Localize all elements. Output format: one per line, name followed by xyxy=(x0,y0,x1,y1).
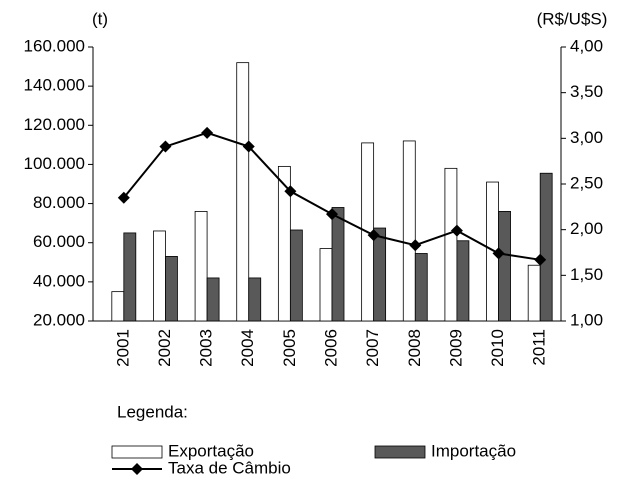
bar xyxy=(414,253,428,322)
x-tick-label: 2010 xyxy=(488,329,507,367)
bar xyxy=(123,232,137,322)
legend-label: Taxa de Câmbio xyxy=(168,458,291,477)
x-tick-label: 2008 xyxy=(405,329,424,367)
marker xyxy=(450,224,463,237)
bar xyxy=(373,227,387,322)
bar xyxy=(527,264,541,322)
x-tick-label: 2002 xyxy=(155,329,174,367)
y2-tick-label: 3,50 xyxy=(570,82,603,101)
marker xyxy=(492,247,505,260)
bar xyxy=(236,62,250,322)
bar xyxy=(194,210,208,322)
marker xyxy=(117,191,130,204)
legend-title: Legenda: xyxy=(117,402,188,421)
x-tick-label: 2001 xyxy=(113,329,132,367)
x-tick-label: 2007 xyxy=(363,329,382,367)
bar xyxy=(539,172,553,322)
legend-swatch xyxy=(374,445,426,459)
bar xyxy=(206,277,220,322)
bar xyxy=(319,248,333,322)
y-tick-label: 40.000 xyxy=(33,271,85,290)
y-tick-label: 80.000 xyxy=(33,193,85,212)
y-axis-label: (t) xyxy=(92,9,108,28)
y2-axis-label: (R$/U$S) xyxy=(537,9,608,28)
y-tick-label: 120.000 xyxy=(24,115,85,134)
y-tick-label: 20.000 xyxy=(33,310,85,329)
marker xyxy=(326,208,338,221)
y-tick-label: 160.000 xyxy=(24,36,85,55)
x-tick-label: 2009 xyxy=(446,329,465,367)
marker xyxy=(284,185,297,198)
x-tick-label: 2005 xyxy=(280,329,299,367)
y-tick-label: 60.000 xyxy=(33,232,85,251)
x-tick-label: 2006 xyxy=(321,329,340,367)
bar xyxy=(165,256,178,322)
bar xyxy=(248,277,262,322)
legend-label: Importação xyxy=(431,441,516,460)
y2-tick-label: 4,00 xyxy=(570,36,603,55)
y-tick-label: 140.000 xyxy=(24,76,85,95)
marker xyxy=(242,140,255,153)
bar xyxy=(111,291,125,322)
x-tick-label: 2004 xyxy=(238,329,257,367)
legend-marker xyxy=(131,463,143,475)
marker xyxy=(159,140,172,153)
marker xyxy=(409,239,422,252)
bar xyxy=(444,167,458,322)
marker xyxy=(367,229,380,242)
y2-tick-label: 3,00 xyxy=(570,128,603,147)
x-tick-label: 2003 xyxy=(197,329,216,367)
bar xyxy=(331,207,345,322)
bar xyxy=(456,240,470,322)
y2-tick-label: 1,50 xyxy=(570,265,603,284)
y-tick-label: 100.000 xyxy=(24,154,85,173)
legend-label: Exportação xyxy=(168,441,254,460)
bar xyxy=(153,230,166,322)
y2-tick-label: 1,00 xyxy=(570,310,603,329)
x-tick-label: 2011 xyxy=(530,329,549,366)
bar xyxy=(402,140,416,322)
bar xyxy=(498,210,511,322)
bar xyxy=(289,229,303,322)
marker xyxy=(201,126,214,139)
y2-tick-label: 2,50 xyxy=(570,173,603,192)
legend-swatch xyxy=(111,445,163,459)
y2-tick-label: 2,00 xyxy=(570,219,603,238)
marker xyxy=(534,253,547,266)
